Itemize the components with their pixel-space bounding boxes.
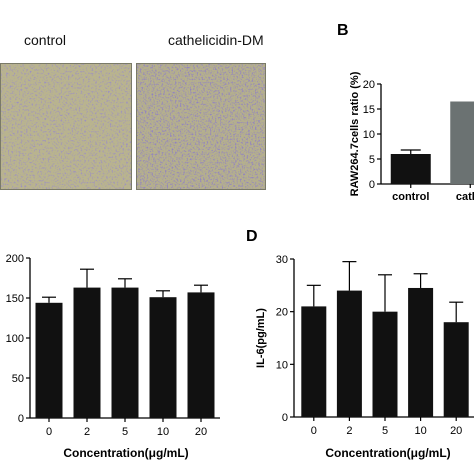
- chart-d-xtick-label: 2: [346, 425, 352, 437]
- panel-a-label-cathelicidin: cathelicidin-DM: [168, 32, 264, 48]
- chart-c-bar: [111, 287, 139, 418]
- chart-c-ytick-label: 150: [6, 293, 24, 305]
- chart-d-xtick-label: 20: [450, 425, 462, 437]
- panel-d-letter: D: [246, 228, 258, 245]
- chart-d-bar: [372, 311, 398, 417]
- panel-a-label-control: control: [24, 32, 67, 48]
- chart-b-ytick-label: 15: [363, 104, 375, 116]
- chart-b-xtick-label: control: [392, 191, 429, 203]
- chart-d-ytick-label: 20: [276, 307, 288, 319]
- chart-c-ytick-label: 0: [18, 413, 24, 425]
- micrograph-control-image: [1, 64, 131, 189]
- chart-d-xtick-label: 5: [382, 425, 388, 437]
- chart-d-bar: [408, 287, 434, 417]
- chart-c-x-title: Concentration(μg/mL): [63, 446, 188, 460]
- chart-d-ytick-label: 30: [276, 254, 288, 266]
- chart-b-ytick-label: 5: [369, 154, 375, 166]
- panel-b-letter: B: [337, 22, 349, 39]
- chart-c-bar: [187, 292, 215, 418]
- chart-d-y-title: IL-6(pg/mL): [255, 308, 267, 368]
- chart-b-ytick-label: 0: [369, 179, 375, 191]
- chart-b-ytick-label: 10: [363, 129, 375, 141]
- chart-d-xtick-label: 10: [414, 425, 426, 437]
- chart-c-xtick-label: 0: [46, 426, 52, 438]
- chart-b-bar: [450, 101, 474, 184]
- chart-d-bar: [301, 306, 327, 417]
- chart-d-xtick-label: 0: [311, 425, 317, 437]
- chart-c-ytick-label: 100: [6, 333, 24, 345]
- chart-d-ytick-label: 10: [276, 359, 288, 371]
- chart-c-xtick-label: 20: [195, 426, 207, 438]
- chart-c-bar: [149, 297, 177, 418]
- chart-c-bar: [73, 287, 101, 418]
- chart-c-ytick-label: 50: [12, 373, 24, 385]
- chart-b-xtick-label: cathe: [456, 191, 474, 203]
- chart-c-xtick-label: 5: [122, 426, 128, 438]
- chart-b-bar: [390, 154, 431, 184]
- chart-c-ytick-label: 200: [6, 253, 24, 265]
- chart-b-y-title: RAW264.7cells ratio (%): [349, 71, 361, 196]
- chart-d-bar: [443, 322, 469, 417]
- chart-c-bar: [35, 302, 63, 418]
- chart-d-bar: [336, 290, 362, 417]
- chart-c-xtick-label: 10: [157, 426, 169, 438]
- chart-c-xtick-label: 2: [84, 426, 90, 438]
- micrograph-cathelicidin-image: [137, 64, 265, 189]
- chart-d-ytick-label: 0: [282, 412, 288, 424]
- chart-b-ytick-label: 20: [363, 79, 375, 91]
- chart-d-x-title: Concentration(μg/mL): [325, 446, 450, 460]
- micrograph-cathelicidin: [136, 63, 266, 190]
- micrograph-control: [0, 63, 132, 190]
